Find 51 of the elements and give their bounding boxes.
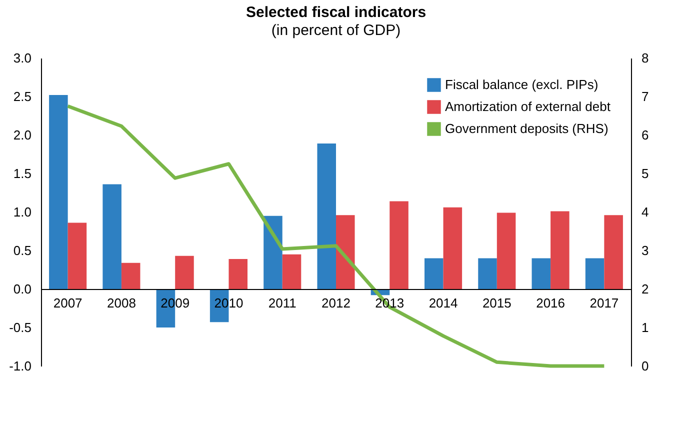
bar	[585, 258, 604, 289]
x-tick-label: 2016	[536, 296, 566, 310]
x-tick-label: 2008	[106, 296, 136, 310]
bar	[49, 94, 68, 289]
x-tick-label: 2014	[428, 296, 458, 310]
y2-tick-label: 2	[642, 282, 649, 296]
y-tick-label: 1.5	[13, 166, 32, 181]
bar	[264, 216, 282, 289]
y2-tick-label: 6	[642, 128, 649, 142]
x-tick-label: 2011	[268, 296, 296, 310]
bar	[317, 143, 336, 289]
bar	[496, 212, 516, 289]
x-tick-label: 2007	[53, 296, 82, 310]
y-tick-label: 2.0	[13, 128, 32, 142]
y2-tick-label: 1	[642, 320, 649, 335]
y-tick-label: 2.5	[13, 89, 32, 104]
chart-subtitle: (in percent of GDP)	[271, 22, 401, 39]
chart-title: Selected fiscal indicators	[246, 4, 426, 21]
y-tick-label: 1.0	[13, 204, 32, 220]
y-tick-label: 3.0	[13, 50, 32, 66]
y-tick-label: -1.0	[9, 358, 32, 374]
bar	[550, 211, 570, 289]
x-tick-label: 2017	[590, 296, 619, 310]
bar	[390, 201, 408, 289]
y2-tick-label: 0	[642, 358, 649, 374]
x-tick-label: 2015	[482, 296, 512, 310]
bar	[228, 258, 248, 289]
y-tick-label: 0.5	[13, 243, 32, 258]
bar	[336, 215, 355, 289]
y2-tick-label: 5	[642, 166, 649, 181]
bar	[121, 262, 140, 289]
bar	[478, 258, 497, 289]
bar	[175, 256, 194, 289]
bar	[532, 258, 551, 289]
y-tick-label: -0.5	[9, 320, 32, 335]
bar	[102, 184, 122, 289]
bar	[424, 258, 444, 289]
legend-label: Fiscal balance (excl. PIPs)	[445, 77, 598, 92]
bar	[282, 254, 302, 289]
y2-tick-label: 4	[642, 204, 649, 220]
y2-tick-label: 8	[642, 50, 649, 66]
y-tick-label: 0.0	[13, 282, 32, 296]
bar	[604, 215, 623, 289]
legend-label: Amortization of external debt	[445, 99, 611, 114]
y2-tick-label: 3	[642, 243, 649, 258]
y2-tick-label: 7	[642, 89, 649, 104]
legend-label: Government deposits (RHS)	[445, 121, 608, 136]
bar	[443, 207, 462, 289]
bar	[68, 222, 87, 289]
x-tick-label: 2012	[322, 296, 350, 310]
x-tick-label: 2010	[214, 296, 244, 310]
